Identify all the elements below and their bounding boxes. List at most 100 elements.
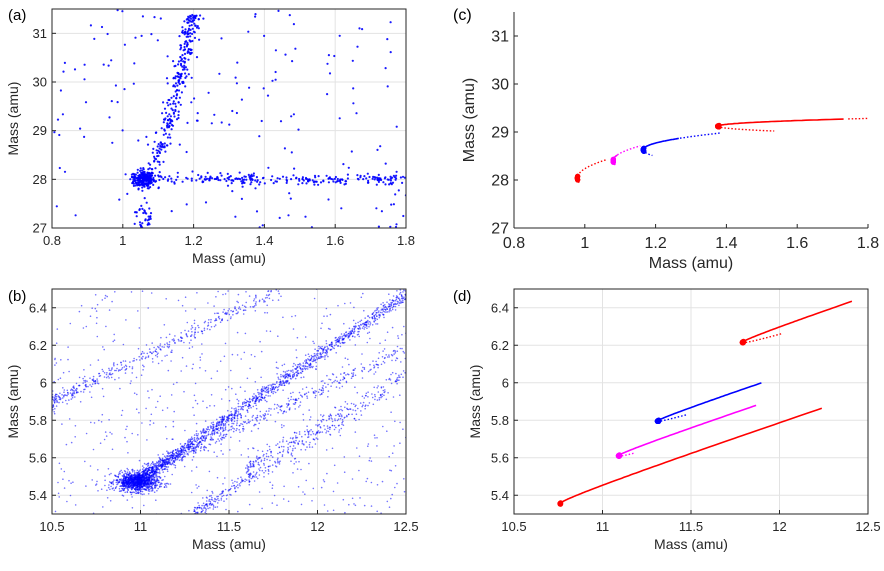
data-point: [199, 359, 202, 361]
data-point: [378, 397, 381, 399]
data-point: [345, 374, 347, 376]
data-point: [183, 390, 185, 393]
data-point: [210, 326, 213, 328]
panel-label: (a): [8, 7, 26, 24]
data-point: [369, 363, 371, 366]
data-point: [126, 192, 129, 195]
data-point: [375, 183, 378, 186]
data-point: [178, 459, 181, 462]
data-point: [144, 357, 147, 360]
data-point: [205, 508, 207, 511]
data-point: [255, 457, 258, 459]
data-point: [93, 37, 96, 41]
data-point: [153, 486, 156, 488]
data-point: [216, 506, 219, 508]
data-point: [306, 397, 309, 399]
data-point: [326, 430, 328, 432]
data-point: [172, 453, 174, 455]
data-point: [256, 420, 258, 422]
data-point: [361, 353, 363, 355]
data-point: [294, 399, 297, 402]
data-point: [176, 175, 179, 178]
data-point: [55, 205, 58, 208]
data-point: [392, 174, 395, 177]
data-point: [326, 62, 329, 65]
data-point: [311, 387, 314, 390]
data-point: [230, 182, 233, 185]
data-point: [154, 167, 157, 170]
data-point: [352, 102, 355, 105]
data-point: [250, 477, 253, 480]
data-point: [374, 395, 377, 398]
data-point: [258, 400, 260, 403]
data-point: [119, 473, 121, 475]
data-point: [287, 404, 290, 406]
data-point: [360, 324, 362, 326]
data-point: [278, 461, 281, 464]
data-point: [178, 82, 181, 86]
data-point: [144, 219, 147, 222]
data-point: [255, 407, 258, 410]
data-point: [255, 455, 258, 458]
data-point: [278, 385, 280, 388]
data-point: [237, 486, 239, 489]
data-point: [187, 58, 190, 61]
data-point: [341, 418, 344, 421]
data-point: [158, 171, 161, 174]
data-point: [177, 449, 180, 452]
data-point: [171, 438, 173, 441]
data-point: [180, 453, 183, 456]
data-point: [165, 77, 169, 80]
data-point: [303, 367, 306, 370]
data-point: [200, 436, 202, 439]
data-point: [179, 48, 182, 51]
data-point: [219, 321, 222, 324]
data-point: [114, 291, 116, 293]
data-point: [124, 436, 126, 439]
data-point: [165, 484, 167, 487]
data-point: [391, 181, 395, 184]
data-point: [159, 460, 162, 463]
data-point: [239, 484, 241, 487]
data-point: [315, 180, 318, 183]
data-point: [193, 509, 196, 511]
data-point: [120, 485, 122, 488]
data-point: [234, 307, 236, 309]
data-point: [318, 348, 320, 350]
data-point: [69, 494, 72, 497]
data-point: [217, 432, 219, 435]
data-point: [248, 397, 251, 400]
data-point: [177, 89, 181, 92]
data-point: [207, 426, 209, 429]
data-point: [196, 434, 199, 437]
data-point: [325, 342, 328, 345]
data-point: [226, 417, 228, 419]
data-point: [341, 339, 343, 341]
data-point: [254, 402, 257, 405]
data-point: [174, 454, 177, 457]
data-point: [197, 515, 199, 517]
data-point: [334, 418, 336, 420]
data-point: [290, 178, 293, 181]
data-point: [143, 488, 146, 491]
data-point: [306, 446, 308, 448]
data-point: [288, 192, 291, 195]
data-point: [371, 393, 373, 395]
data-point: [396, 379, 399, 382]
data-point: [122, 475, 124, 478]
data-point: [114, 378, 116, 381]
data-point: [285, 176, 288, 179]
plot-area: [53, 9, 406, 228]
data-point: [201, 343, 203, 345]
data-point: [246, 466, 249, 468]
data-point: [111, 141, 114, 144]
data-point: [299, 404, 301, 407]
data-point: [179, 103, 182, 106]
data-point: [96, 316, 98, 319]
data-point: [191, 13, 194, 17]
data-point: [174, 335, 176, 337]
data-point: [123, 470, 126, 472]
data-point: [168, 452, 171, 455]
data-point: [165, 111, 168, 114]
data-point: [247, 173, 250, 176]
